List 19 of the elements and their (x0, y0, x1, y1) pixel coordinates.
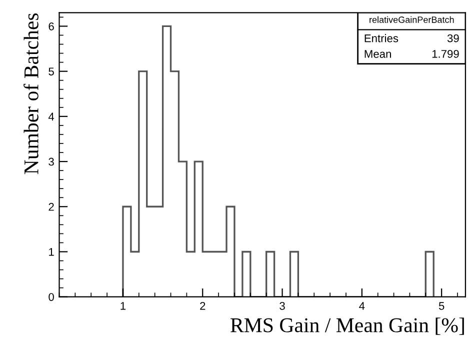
y-tick-label: 4 (48, 112, 54, 120)
annotation: 1.799 (432, 50, 459, 58)
y-tick-label: 0 (48, 293, 54, 301)
x-tick-label: 5 (438, 302, 444, 310)
y-tick-label: 6 (48, 22, 54, 30)
x-tick-label: 3 (280, 302, 285, 310)
x-axis-title: RMS Gain / Mean Gain [%] (230, 318, 464, 335)
y-axis-title: Number of Batches (24, 13, 38, 174)
annotation: relativeGainPerBatch (370, 16, 454, 23)
y-tick-label: 5 (48, 68, 54, 76)
y-tick-label: 1 (49, 248, 54, 256)
annotation: Entries (364, 34, 398, 42)
annotation: Mean (364, 50, 391, 58)
x-tick-label: 4 (359, 302, 365, 310)
x-tick-label: 2 (200, 302, 206, 310)
annotation: 39 (447, 34, 459, 42)
y-tick-label: 2 (48, 202, 54, 211)
y-tick-label: 3 (48, 158, 54, 166)
x-tick-label: 1 (120, 302, 126, 310)
